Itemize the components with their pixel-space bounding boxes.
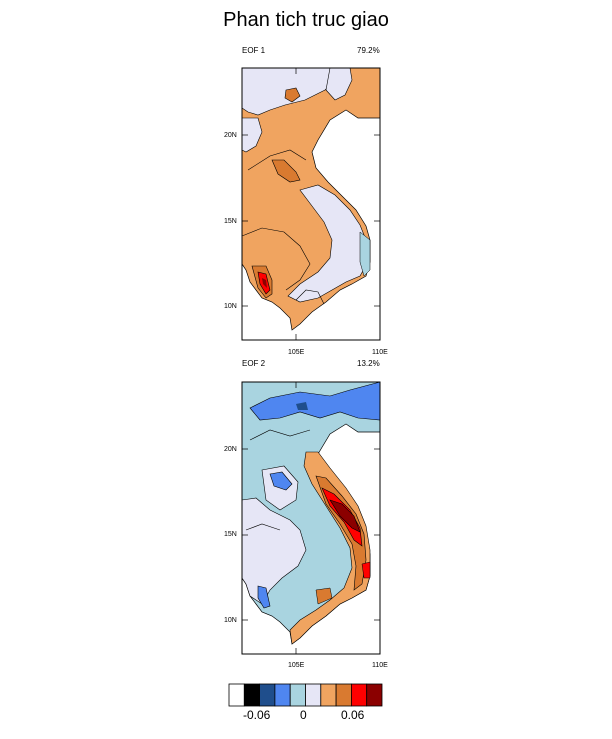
eof1-contour <box>295 289 325 305</box>
eof1-contour <box>247 149 307 171</box>
eof1-negative-coast <box>359 231 371 277</box>
panel1-variance: 79.2% <box>357 46 380 55</box>
eof2-positive-coast <box>289 451 371 645</box>
panel1-lon-tick-110e: 110E <box>372 349 388 356</box>
eof2-mid-negative-south <box>257 585 271 609</box>
figure-title: Phan tich truc giao <box>223 9 389 31</box>
colorbar-label-neg: -0.06 <box>243 708 271 722</box>
eof2-positive-max-coast <box>329 499 361 533</box>
eof2-mid-negative-west <box>269 471 293 491</box>
eof2-neutral-southwest <box>241 497 307 605</box>
colorbar-box <box>228 683 245 707</box>
eof1-ticks <box>242 68 381 340</box>
eof1-max-south <box>262 278 267 288</box>
eof2-frame <box>241 381 381 655</box>
colorbar-box <box>366 683 383 707</box>
colorbar-box <box>350 683 368 707</box>
eof2-ticks <box>242 382 381 654</box>
panel1-lat-tick-10n: 10N <box>224 303 237 310</box>
panel2-variance: 13.2% <box>357 359 380 368</box>
panel2-lat-tick-15n: 15N <box>224 531 237 538</box>
panel1-name: EOF 1 <box>242 46 266 55</box>
panel2-lon-tick-105e: 105E <box>288 662 305 669</box>
panel2-name: EOF 2 <box>242 359 266 368</box>
colorbar-box <box>259 683 276 707</box>
colorbar-box <box>320 683 337 707</box>
eof2-positive-mid-coast <box>315 475 367 591</box>
colorbar-box <box>289 683 306 707</box>
colorbar <box>228 683 383 707</box>
colorbar-label-pos: 0.06 <box>341 708 365 722</box>
panel2-lon-tick-110e: 110E <box>372 662 388 669</box>
eof2-map <box>241 381 381 655</box>
eof2-contour <box>249 429 311 441</box>
eof1-frame <box>241 67 381 341</box>
eof2-contour <box>245 523 281 531</box>
panel1-lat-tick-15n: 15N <box>224 218 237 225</box>
eof1-mid-north <box>284 87 301 103</box>
eof2-positive-mid-south <box>315 587 333 605</box>
eof2-dark-negative-north <box>296 402 308 410</box>
eof2-mid-negative-north <box>249 381 381 421</box>
eof1-neutral-central <box>287 184 369 303</box>
eof2-positive-strong-south <box>361 561 371 579</box>
panel2-lat-tick-20n: 20N <box>224 446 237 453</box>
panel1-lat-tick-20n: 20N <box>224 132 237 139</box>
colorbar-box <box>274 683 291 707</box>
eof1-map <box>241 67 381 341</box>
panel1-lon-tick-105e: 105E <box>288 349 305 356</box>
panel2-lat-tick-10n: 10N <box>224 617 237 624</box>
eof1-mid-center <box>271 159 301 183</box>
colorbar-box <box>305 683 322 707</box>
colorbar-label-zero: 0 <box>300 708 307 722</box>
colorbar-box <box>335 683 352 707</box>
eof1-contour <box>241 227 311 291</box>
colorbar-box <box>243 683 261 707</box>
